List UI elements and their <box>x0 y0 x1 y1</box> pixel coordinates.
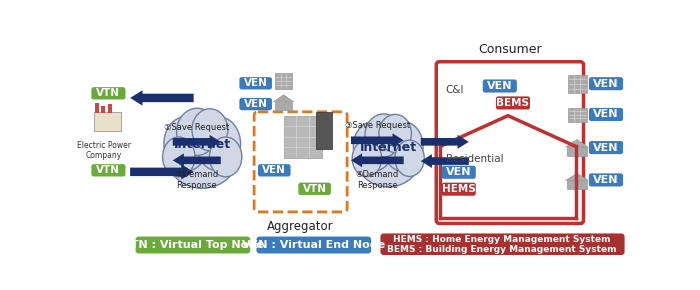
FancyBboxPatch shape <box>442 166 476 179</box>
FancyBboxPatch shape <box>483 79 517 93</box>
Text: VEN: VEN <box>593 79 619 89</box>
Ellipse shape <box>395 140 424 176</box>
Text: VEN: VEN <box>593 175 619 185</box>
Polygon shape <box>130 164 194 180</box>
Text: VEN: VEN <box>593 110 619 119</box>
Ellipse shape <box>352 140 382 176</box>
FancyBboxPatch shape <box>589 108 623 121</box>
Ellipse shape <box>196 117 241 171</box>
Polygon shape <box>566 173 588 180</box>
FancyBboxPatch shape <box>436 62 584 224</box>
Ellipse shape <box>166 120 239 188</box>
Bar <box>284 116 322 158</box>
Text: VEN: VEN <box>446 167 472 177</box>
FancyBboxPatch shape <box>589 77 623 90</box>
Ellipse shape <box>365 114 402 157</box>
FancyBboxPatch shape <box>239 98 272 110</box>
Text: ⑤Demand
Response: ⑤Demand Response <box>175 170 218 190</box>
FancyBboxPatch shape <box>258 164 290 177</box>
Polygon shape <box>130 90 194 106</box>
FancyBboxPatch shape <box>254 112 347 212</box>
Bar <box>94 112 121 131</box>
Text: VEN: VEN <box>487 81 512 91</box>
Bar <box>102 106 105 113</box>
Text: VEN: VEN <box>244 78 267 88</box>
Ellipse shape <box>164 117 208 171</box>
FancyBboxPatch shape <box>589 141 623 154</box>
Polygon shape <box>351 133 404 147</box>
Text: ④Demand
Response: ④Demand Response <box>356 170 399 190</box>
Text: Aggregator: Aggregator <box>267 220 334 233</box>
Bar <box>316 112 332 149</box>
Polygon shape <box>173 153 220 167</box>
Text: VTN : Virtual Top Node: VTN : Virtual Top Node <box>122 240 264 250</box>
Text: HEMS: HEMS <box>442 184 475 194</box>
FancyBboxPatch shape <box>92 87 125 99</box>
Text: Internet: Internet <box>174 138 231 151</box>
Ellipse shape <box>209 137 241 177</box>
Ellipse shape <box>354 122 393 171</box>
Text: Consumer: Consumer <box>478 43 542 56</box>
Bar <box>568 75 587 93</box>
FancyBboxPatch shape <box>136 237 251 253</box>
Bar <box>568 108 587 122</box>
Bar <box>108 104 111 113</box>
Ellipse shape <box>383 122 423 171</box>
Bar <box>95 103 99 113</box>
Polygon shape <box>421 135 469 149</box>
Text: HEMS : Home Energy Management System
BEMS : Building Energy Management System: HEMS : Home Energy Management System BEM… <box>387 235 617 254</box>
FancyBboxPatch shape <box>256 237 371 253</box>
Bar <box>275 73 292 89</box>
Text: VEN: VEN <box>593 143 619 153</box>
Text: VEN: VEN <box>244 99 267 109</box>
Bar <box>567 147 587 157</box>
Text: ③Save Request: ③Save Request <box>345 121 410 130</box>
Polygon shape <box>566 139 588 147</box>
FancyBboxPatch shape <box>298 183 331 195</box>
Bar <box>567 180 587 189</box>
Polygon shape <box>274 95 294 102</box>
Text: BEMS: BEMS <box>496 98 529 108</box>
Ellipse shape <box>356 125 421 187</box>
Ellipse shape <box>162 137 195 177</box>
Text: Internet: Internet <box>360 141 416 154</box>
Text: VEN : Virtual End Node: VEN : Virtual End Node <box>242 240 386 250</box>
FancyBboxPatch shape <box>589 173 623 186</box>
Text: Residential: Residential <box>446 154 503 164</box>
Ellipse shape <box>176 108 218 155</box>
Text: C&I: C&I <box>446 85 464 95</box>
FancyBboxPatch shape <box>381 233 624 255</box>
Text: Electric Power
Company: Electric Power Company <box>77 141 131 160</box>
FancyBboxPatch shape <box>496 96 530 110</box>
Text: VTN: VTN <box>97 88 120 98</box>
Ellipse shape <box>192 109 228 151</box>
FancyBboxPatch shape <box>442 183 476 196</box>
Text: VTN: VTN <box>302 184 327 194</box>
Ellipse shape <box>379 114 412 153</box>
Bar <box>275 102 292 110</box>
Polygon shape <box>173 135 220 149</box>
Text: VTN: VTN <box>97 165 120 175</box>
Text: VEN: VEN <box>262 165 286 175</box>
Text: ①Save Request: ①Save Request <box>164 123 230 132</box>
FancyBboxPatch shape <box>92 164 125 177</box>
Polygon shape <box>421 154 469 168</box>
FancyBboxPatch shape <box>239 77 272 90</box>
Polygon shape <box>351 153 404 167</box>
